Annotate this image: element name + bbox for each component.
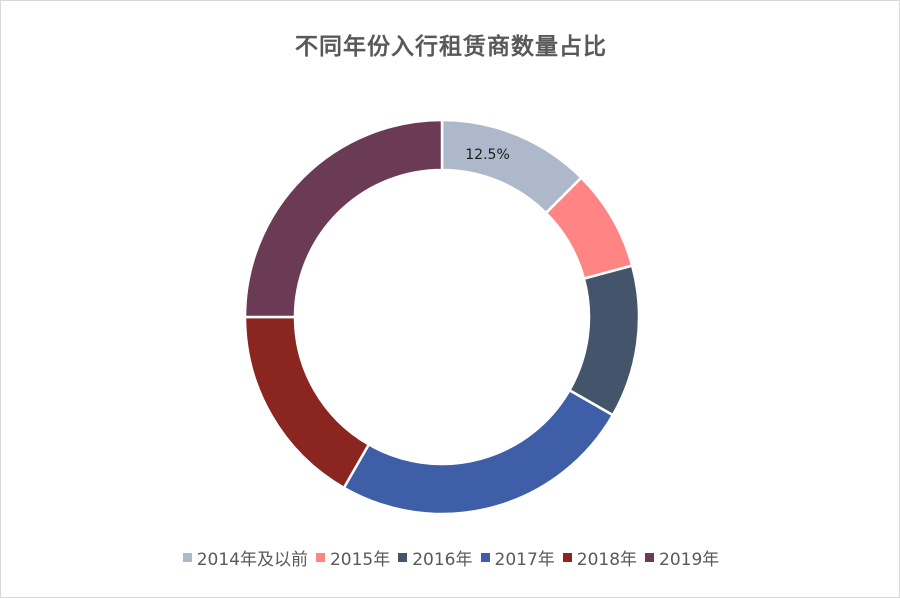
legend-label: 2015年 <box>329 550 391 570</box>
legend-item-4: 2017年 <box>480 545 555 570</box>
legend-item-1: 2014年及以前 <box>182 545 308 570</box>
donut-slice-4 <box>342 388 615 516</box>
legend-swatch <box>562 553 572 562</box>
legend-item-5: 2018年 <box>562 545 638 570</box>
legend-swatch <box>398 553 408 562</box>
donut-slice-6 <box>243 118 444 319</box>
legend-swatch <box>182 553 192 562</box>
donut-slice-3 <box>567 264 641 417</box>
legend-label: 2016年 <box>412 550 473 570</box>
legend-item-2: 2015年 <box>315 545 391 570</box>
data-label-1: 12.5% <box>465 147 509 163</box>
chart-title: 不同年份入行租赁商数量占比 <box>295 34 607 60</box>
donut-slice-5 <box>243 315 371 490</box>
legend-label: 2019年 <box>659 550 720 570</box>
legend-swatch <box>315 553 325 562</box>
legend-item-3: 2016年 <box>398 545 473 570</box>
legend-label: 2017年 <box>494 550 555 570</box>
legend-label: 2018年 <box>576 550 638 570</box>
chart-legend: 2014年及以前 2015年 2016年 2017年 2018年 2019年 <box>1 545 900 570</box>
legend-item-6: 2019年 <box>645 545 719 570</box>
legend-swatch <box>480 553 490 562</box>
legend-swatch <box>645 553 655 562</box>
legend-label: 2014年及以前 <box>196 550 308 570</box>
